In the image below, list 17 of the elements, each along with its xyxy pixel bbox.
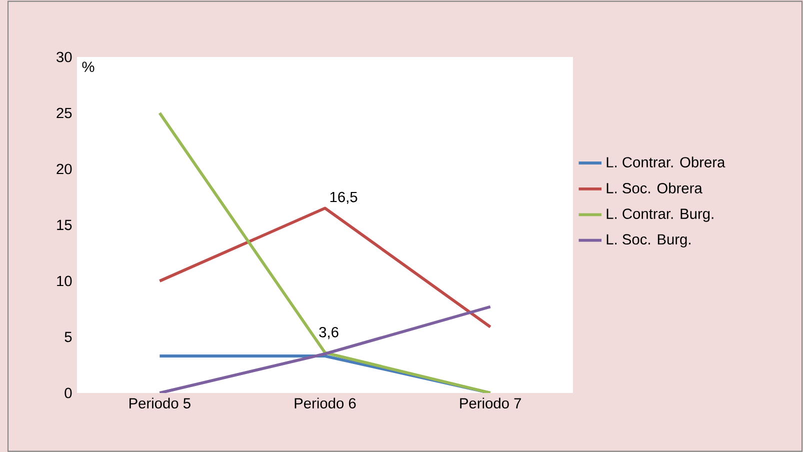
- legend-label: L. Contrar. Obrera: [606, 156, 726, 168]
- y-tick-label: 25: [56, 108, 72, 118]
- legend-label: L. Soc. Obrera: [606, 182, 702, 194]
- x-tick-label: Periodo 7: [460, 398, 521, 408]
- y-tick-label: 15: [57, 220, 72, 230]
- data-label: 16,5: [330, 192, 358, 204]
- y-tick-label: 10: [57, 276, 72, 286]
- legend-label: L. Soc. Burg.: [606, 234, 690, 248]
- x-tick-label: Periodo 6: [294, 398, 356, 408]
- y-axis-title: %: [82, 62, 94, 72]
- y-tick-label: 0: [64, 388, 72, 398]
- y-tick-label: 30: [56, 52, 72, 62]
- legend-label: L. Contrar. Burg.: [606, 208, 714, 222]
- y-tick-label: 20: [56, 164, 72, 174]
- data-label: 3,6: [319, 326, 338, 340]
- x-tick-label: Periodo 5: [129, 398, 190, 408]
- y-tick-label: 5: [64, 332, 72, 342]
